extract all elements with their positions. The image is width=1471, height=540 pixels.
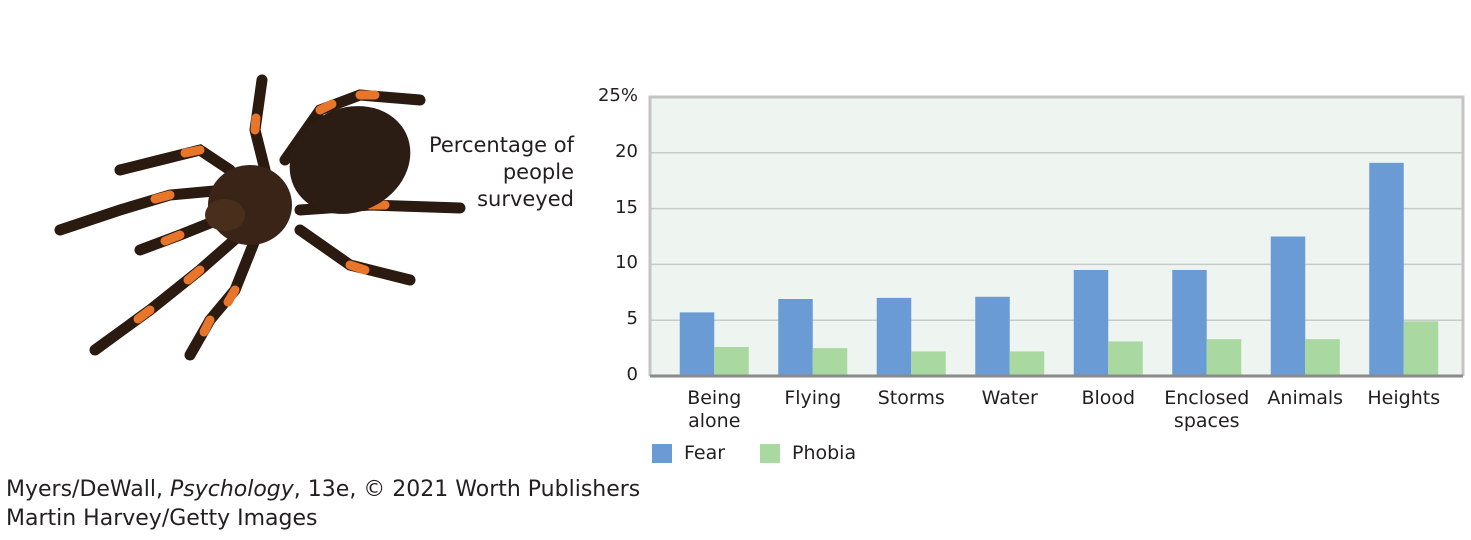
- legend-label: Fear: [684, 442, 726, 464]
- bar: [1206, 339, 1242, 376]
- y-tick-label: 0: [626, 364, 638, 385]
- plot-background: [650, 97, 1463, 376]
- legend-swatch: [760, 444, 780, 463]
- x-tick-label: Being alone: [687, 387, 742, 432]
- photo-credit: Martin Harvey/Getty Images: [6, 506, 318, 531]
- x-tick-label: Blood: [1081, 387, 1136, 409]
- source-credit: Myers/DeWall, Psychology, 13e, © 2021 Wo…: [6, 477, 640, 502]
- legend-swatch: [652, 444, 672, 463]
- x-tick-label: Animals: [1267, 387, 1344, 409]
- bar: [1108, 341, 1143, 376]
- bar: [1270, 236, 1306, 376]
- plot-frame: [648, 95, 1465, 376]
- bar: [911, 351, 946, 376]
- source-authors: Myers/DeWall,: [6, 477, 163, 502]
- y-tick-label: 10: [615, 252, 638, 274]
- y-tick-label: 5: [626, 308, 638, 330]
- source-book: Psychology: [169, 477, 294, 502]
- source-rest: , 13e, © 2021 Worth Publishers: [293, 477, 641, 502]
- bar: [1305, 339, 1340, 376]
- x-tick-label: Water: [981, 387, 1038, 409]
- bar: [1009, 351, 1045, 376]
- bar: [876, 297, 912, 376]
- bar: [975, 296, 1010, 376]
- bar: [778, 298, 813, 376]
- bar: [1073, 269, 1109, 376]
- bar: [679, 312, 715, 376]
- y-tick-label: 20: [615, 140, 638, 162]
- bar: [1172, 269, 1207, 376]
- bar: [714, 346, 749, 376]
- x-tick-label: Enclosed spaces: [1164, 387, 1250, 432]
- y-tick-label: 15: [615, 196, 638, 218]
- x-tick-label: Heights: [1367, 387, 1441, 409]
- legend-label: Phobia: [792, 442, 857, 464]
- bar: [1403, 321, 1439, 376]
- y-axis-label: Percentage of people surveyed: [428, 133, 574, 211]
- x-tick-label: Storms: [877, 387, 945, 409]
- bar: [1369, 162, 1404, 376]
- y-tick-label: 25%: [597, 85, 638, 106]
- x-tick-label: Flying: [784, 387, 842, 409]
- spider-photo: [54, 74, 466, 361]
- bar: [812, 348, 848, 376]
